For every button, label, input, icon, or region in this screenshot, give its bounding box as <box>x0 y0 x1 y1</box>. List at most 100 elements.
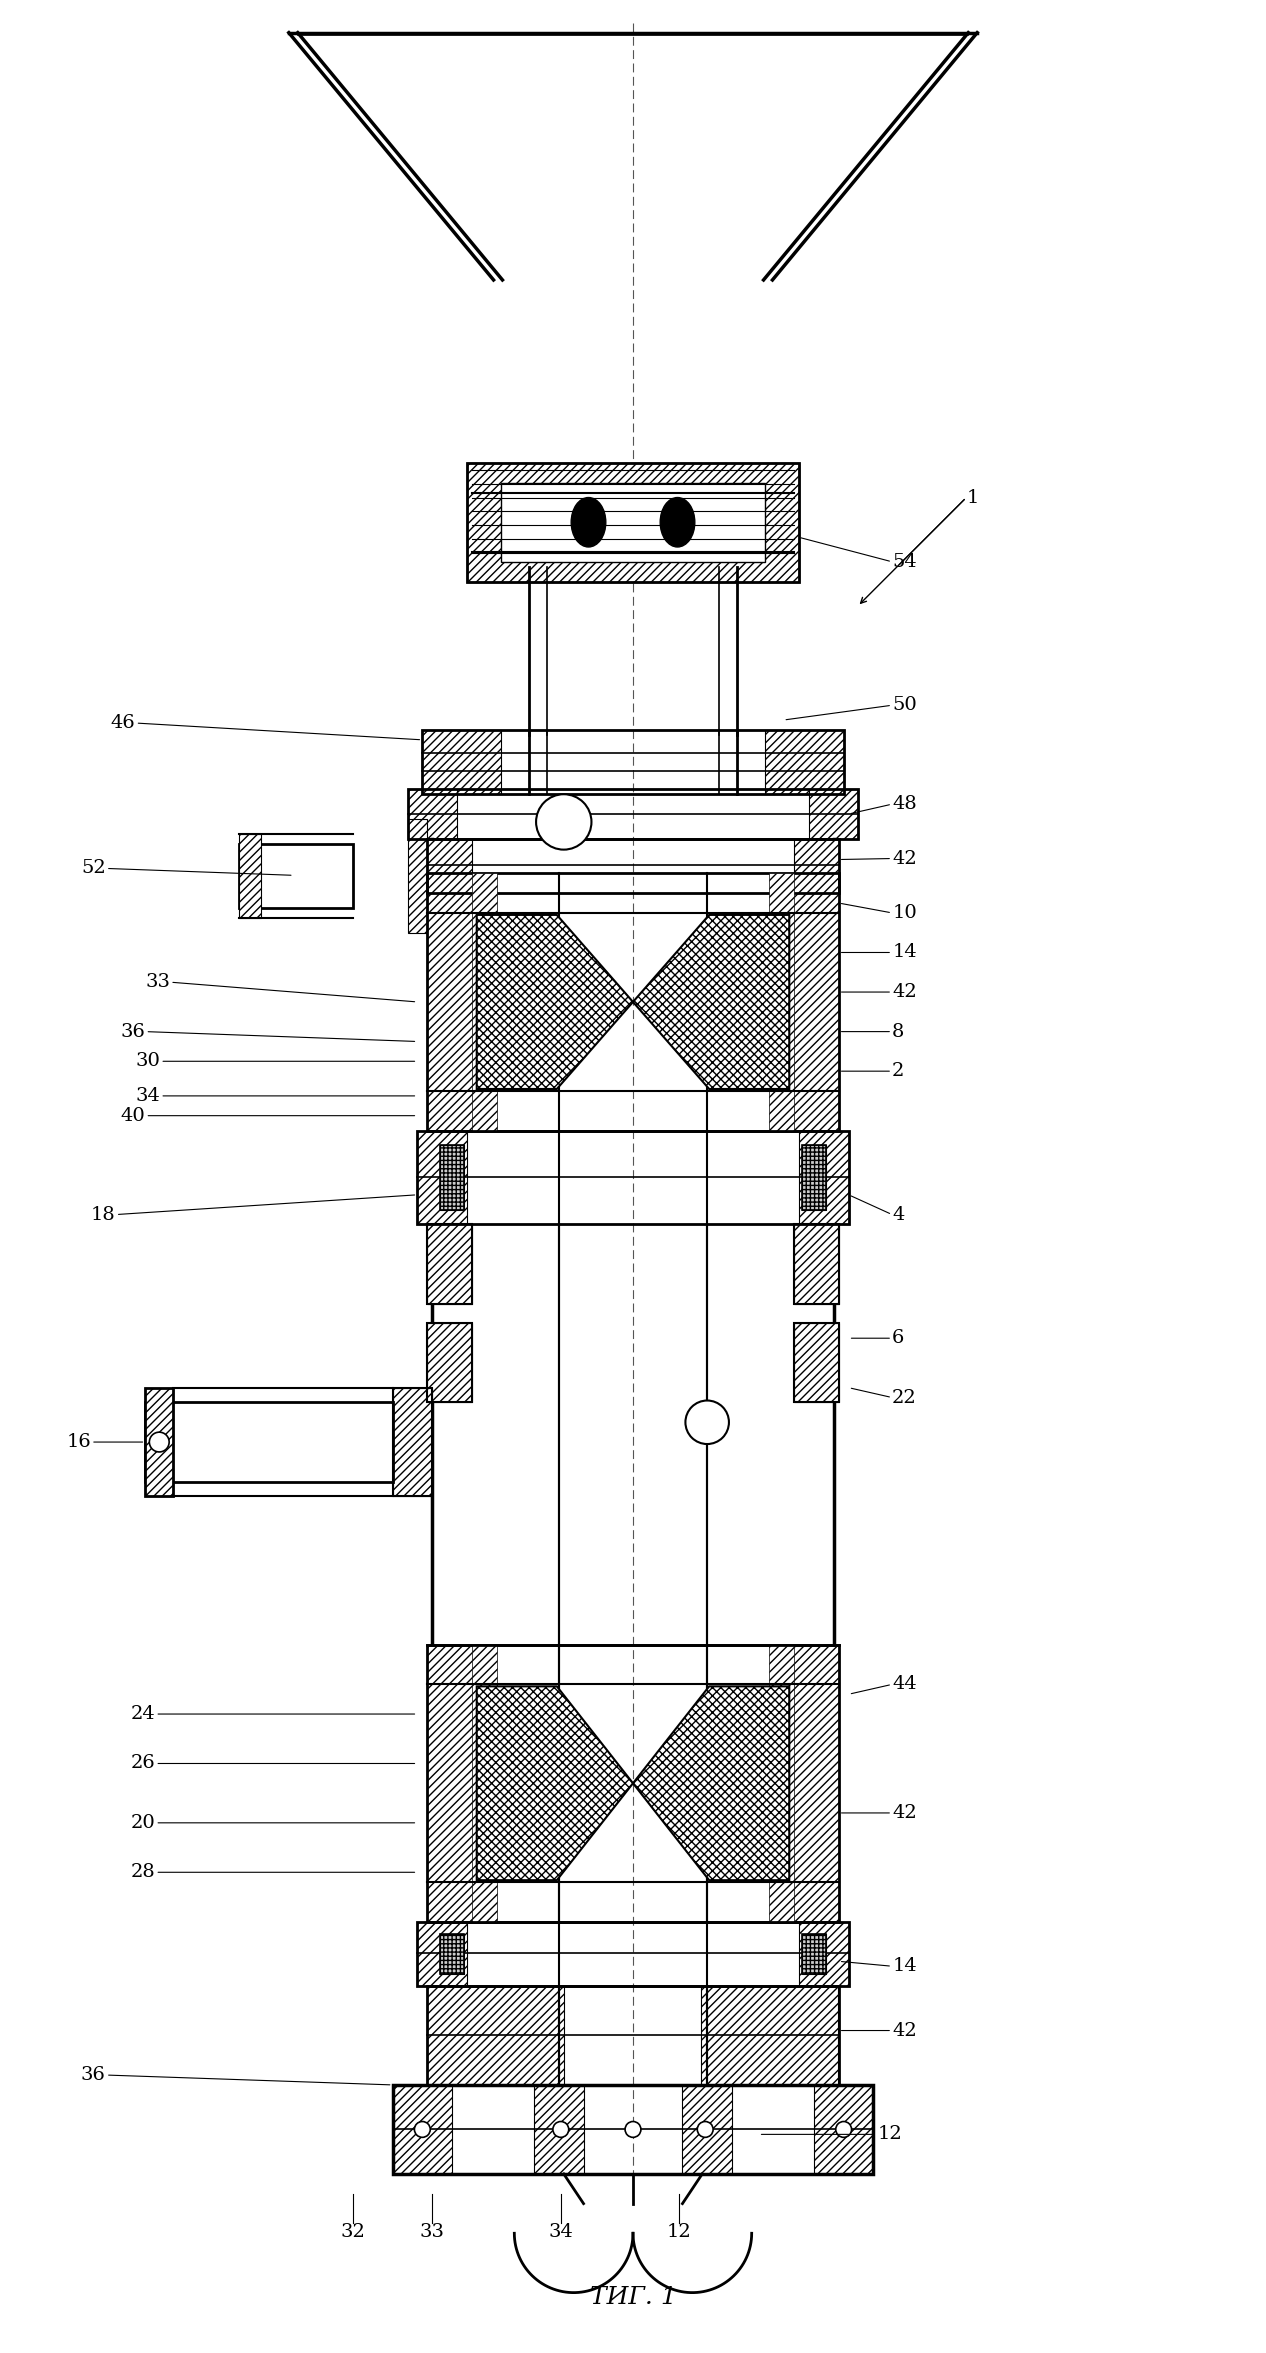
Bar <box>423 729 501 795</box>
Text: 8: 8 <box>893 1024 904 1040</box>
Bar <box>428 873 477 1129</box>
Bar <box>794 838 838 894</box>
Bar <box>418 1129 467 1224</box>
Text: 14: 14 <box>893 944 917 962</box>
Text: 6: 6 <box>893 1329 904 1348</box>
Text: 26: 26 <box>130 1755 156 1772</box>
Bar <box>408 788 858 838</box>
Bar <box>146 1388 173 1497</box>
Text: 22: 22 <box>893 1388 917 1407</box>
Text: 18: 18 <box>91 1205 115 1224</box>
Text: 2: 2 <box>893 1061 904 1080</box>
Bar <box>428 1986 563 2085</box>
Text: 10: 10 <box>893 904 917 922</box>
Polygon shape <box>477 915 633 1089</box>
Text: 42: 42 <box>893 849 917 868</box>
Bar <box>789 1645 838 1922</box>
Text: 36: 36 <box>81 2066 106 2085</box>
Text: ΤИГ. 1: ΤИГ. 1 <box>590 2287 676 2308</box>
Bar <box>441 1146 463 1209</box>
Text: 16: 16 <box>66 1433 91 1452</box>
Text: 52: 52 <box>81 859 106 878</box>
Bar <box>428 1645 477 1922</box>
Bar <box>803 1146 825 1209</box>
Bar <box>794 1322 838 1402</box>
Bar <box>770 1645 794 1922</box>
Circle shape <box>536 795 591 849</box>
Polygon shape <box>477 1687 633 1880</box>
Bar <box>467 464 799 581</box>
Bar <box>794 1224 838 1304</box>
Circle shape <box>836 2122 852 2137</box>
Text: 20: 20 <box>130 1814 156 1833</box>
Bar <box>428 1322 472 1402</box>
Bar <box>799 1922 848 1986</box>
Text: 32: 32 <box>341 2224 366 2242</box>
Bar <box>392 1388 432 1497</box>
Bar <box>418 1129 848 1224</box>
Text: 33: 33 <box>146 974 170 991</box>
Bar <box>418 1922 848 1986</box>
Circle shape <box>698 2122 713 2137</box>
Bar <box>392 2085 874 2174</box>
Text: 4: 4 <box>893 1205 904 1224</box>
Bar <box>789 873 838 1129</box>
Bar <box>428 1645 838 1922</box>
Text: 12: 12 <box>667 2224 691 2242</box>
Bar <box>534 2085 584 2174</box>
Bar <box>765 729 843 795</box>
Bar <box>428 873 838 1129</box>
Bar <box>794 1224 838 1304</box>
Bar <box>408 819 428 932</box>
Bar <box>441 1146 463 1209</box>
Text: 42: 42 <box>893 984 917 1000</box>
Bar <box>392 1388 432 1497</box>
Bar <box>472 1645 496 1922</box>
Bar <box>803 1146 825 1209</box>
Bar <box>239 833 261 918</box>
Text: 28: 28 <box>130 1864 156 1882</box>
Bar <box>428 838 472 894</box>
Text: 1: 1 <box>966 489 979 506</box>
Text: 44: 44 <box>893 1675 917 1694</box>
Ellipse shape <box>660 496 695 546</box>
Bar <box>408 788 457 838</box>
Ellipse shape <box>571 496 606 546</box>
Bar <box>809 788 858 838</box>
Text: 30: 30 <box>135 1052 161 1071</box>
Bar <box>803 1934 825 1974</box>
Bar <box>814 2085 874 2174</box>
Circle shape <box>685 1400 729 1445</box>
Bar <box>146 1402 392 1482</box>
Text: 24: 24 <box>130 1706 156 1722</box>
Text: 42: 42 <box>893 2021 917 2040</box>
Polygon shape <box>633 915 789 1089</box>
Bar <box>682 2085 732 2174</box>
Text: 46: 46 <box>110 713 135 732</box>
Bar <box>794 1322 838 1402</box>
Text: 54: 54 <box>893 553 917 572</box>
Bar <box>146 1388 173 1497</box>
Text: 40: 40 <box>120 1106 146 1125</box>
Text: 34: 34 <box>135 1087 161 1106</box>
Circle shape <box>149 1433 170 1452</box>
Polygon shape <box>633 1687 789 1880</box>
Circle shape <box>625 2122 641 2137</box>
Text: 12: 12 <box>877 2125 903 2144</box>
Bar <box>239 845 353 908</box>
Bar <box>501 482 765 562</box>
Bar <box>770 873 794 1129</box>
Text: 36: 36 <box>120 1024 146 1040</box>
Text: 33: 33 <box>420 2224 444 2242</box>
Bar <box>799 1129 848 1224</box>
Text: 34: 34 <box>548 2224 573 2242</box>
Bar <box>428 1322 472 1402</box>
Bar <box>392 2085 452 2174</box>
Bar <box>423 729 843 795</box>
Bar <box>428 1224 472 1304</box>
Bar <box>701 1986 838 2085</box>
Circle shape <box>414 2122 430 2137</box>
Bar <box>467 464 799 581</box>
Bar <box>428 838 838 894</box>
Text: 14: 14 <box>893 1958 917 1974</box>
